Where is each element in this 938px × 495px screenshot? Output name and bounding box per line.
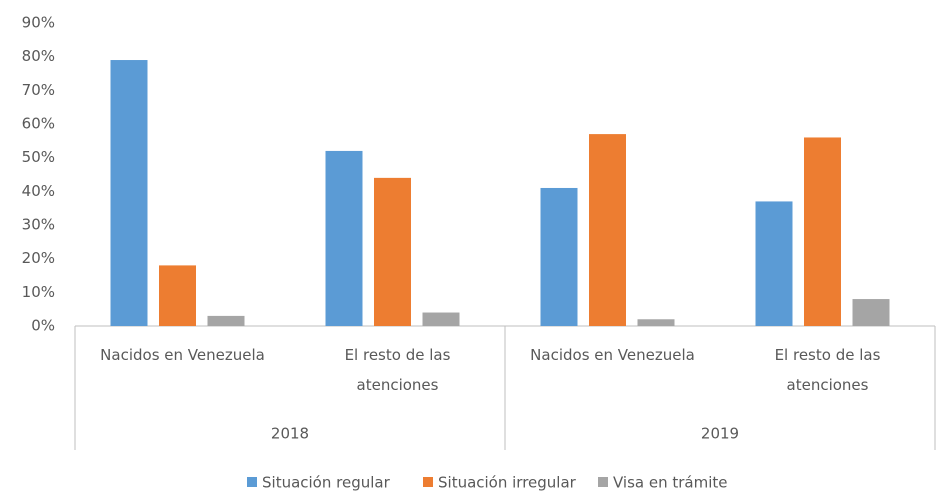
- bar: [207, 315, 245, 326]
- y-tick-label: 80%: [22, 47, 55, 65]
- x-tick-label: El resto de las atenciones: [774, 346, 881, 394]
- y-tick-label: 60%: [22, 115, 55, 133]
- group-label: 2018: [271, 425, 309, 443]
- bar: [804, 137, 841, 326]
- y-tick-label: 90%: [22, 14, 55, 32]
- legend-swatch: [247, 477, 257, 487]
- y-tick-label: 70%: [22, 81, 55, 99]
- bar: [374, 177, 411, 326]
- bar: [110, 60, 148, 327]
- legend-swatch: [423, 477, 433, 487]
- y-tick-label: 50%: [22, 148, 55, 166]
- bar: [637, 319, 675, 326]
- legend-swatch: [598, 477, 608, 487]
- bar: [325, 150, 363, 326]
- legend-label: Visa en trámite: [613, 474, 728, 492]
- bar: [755, 201, 793, 326]
- x-tick-label: Nacidos en Venezuela: [530, 346, 695, 364]
- y-tick-label: 10%: [22, 283, 55, 301]
- legend-label: Situación regular: [262, 474, 391, 492]
- group-label: 2019: [701, 425, 739, 443]
- y-tick-label: 20%: [22, 249, 55, 267]
- bar: [159, 265, 196, 326]
- y-tick-label: 30%: [22, 216, 55, 234]
- bar: [589, 134, 626, 326]
- legend-label: Situación irregular: [438, 474, 577, 492]
- x-tick-label: Nacidos en Venezuela: [100, 346, 265, 364]
- bar: [540, 187, 578, 326]
- y-tick-label: 0%: [31, 317, 55, 335]
- bar: [422, 312, 460, 326]
- x-tick-label: El resto de las atenciones: [344, 346, 451, 394]
- y-tick-label: 40%: [22, 182, 55, 200]
- bar: [852, 299, 890, 326]
